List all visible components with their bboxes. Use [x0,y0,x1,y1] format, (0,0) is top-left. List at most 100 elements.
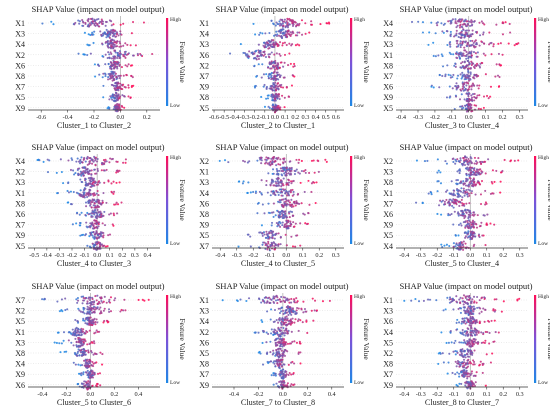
shap-point [490,41,493,44]
shap-point [470,317,473,320]
shap-point [459,244,462,247]
shap-point [473,308,476,311]
shap-point [109,31,112,34]
shap-point [441,352,444,355]
shap-point [294,204,297,207]
shap-point [77,333,80,336]
shap-point [83,312,86,315]
shap-point [426,159,429,162]
shap-point [291,74,294,77]
shap-point [265,179,268,182]
shap-point [287,95,291,98]
shap-point [428,31,431,34]
shap-point [98,221,101,224]
shap-point [221,299,224,302]
shap-point [134,44,137,47]
shap-point [116,45,119,48]
shap-point [72,361,75,364]
shap-point [464,31,467,34]
shap-point [428,298,432,301]
shap-point [469,160,472,163]
feature-label: X3 [199,178,209,187]
shap-point [485,94,489,98]
shap-point [91,20,94,23]
shap-point [97,63,100,66]
shap-point [463,309,466,312]
shap-point [275,189,278,192]
shap-point [92,177,95,180]
shap-point [478,44,481,47]
shap-point [496,74,500,77]
shap-point [456,318,459,321]
shap-point [275,244,278,247]
shap-point [119,42,122,45]
shap-point [461,297,464,300]
shap-point [116,95,119,99]
shap-point [282,363,285,366]
shap-point [481,234,484,237]
shap-point [474,193,477,196]
shap-point [274,81,277,84]
shap-point [85,302,89,305]
shap-point [91,376,95,379]
shap-point [112,214,116,217]
shap-point [476,62,479,65]
shap-point [79,221,82,225]
shap-point [290,383,293,386]
shap-point [92,303,95,306]
shap-point [77,336,80,339]
shap-point [266,97,270,100]
shap-point [93,192,96,195]
shap-point [452,53,455,56]
shap-point [453,341,456,345]
shap-point [93,233,96,236]
shap-point [277,173,280,176]
shap-point [93,305,96,308]
shap-point [116,56,119,60]
shap-point [109,40,112,43]
shap-point [71,223,74,226]
shap-point [100,169,103,172]
shap-point [470,88,473,91]
shap-point [124,64,127,67]
shap-point [101,163,105,166]
feature-label: X2 [199,61,209,70]
shap-point [472,245,475,248]
shap-point [88,190,91,193]
shap-point [95,299,98,302]
shap-point [280,191,284,194]
shap-point [432,41,435,44]
shap-point [430,191,433,194]
shap-point [310,20,313,23]
shap-point [314,299,317,302]
shap-point [500,310,503,313]
shap-point [452,206,455,209]
shap-point [258,55,261,58]
shap-point [84,371,88,374]
shap-point [478,66,482,69]
x-tick-label: 0.0 [466,252,474,259]
feature-label: X9 [199,221,209,230]
feature-label: X1 [15,328,25,337]
shap-point [84,178,87,181]
shap-point [262,363,265,366]
shap-point [82,328,85,331]
shap-point [282,177,285,180]
shap-point [452,245,455,249]
shap-point [278,317,281,320]
shap-point [439,199,442,202]
shap-point [112,33,115,36]
shap-point [279,333,282,336]
shap-point [96,294,99,297]
shap-point [479,193,482,196]
shap-point [127,84,130,87]
shap-point [456,42,459,45]
shap-point [283,172,286,175]
shap-point [459,157,462,160]
shap-point [274,374,277,377]
shap-point [452,73,455,76]
shap-point [92,245,95,248]
shap-point [242,159,245,162]
shap-point [86,312,89,315]
shap-point [101,55,104,58]
